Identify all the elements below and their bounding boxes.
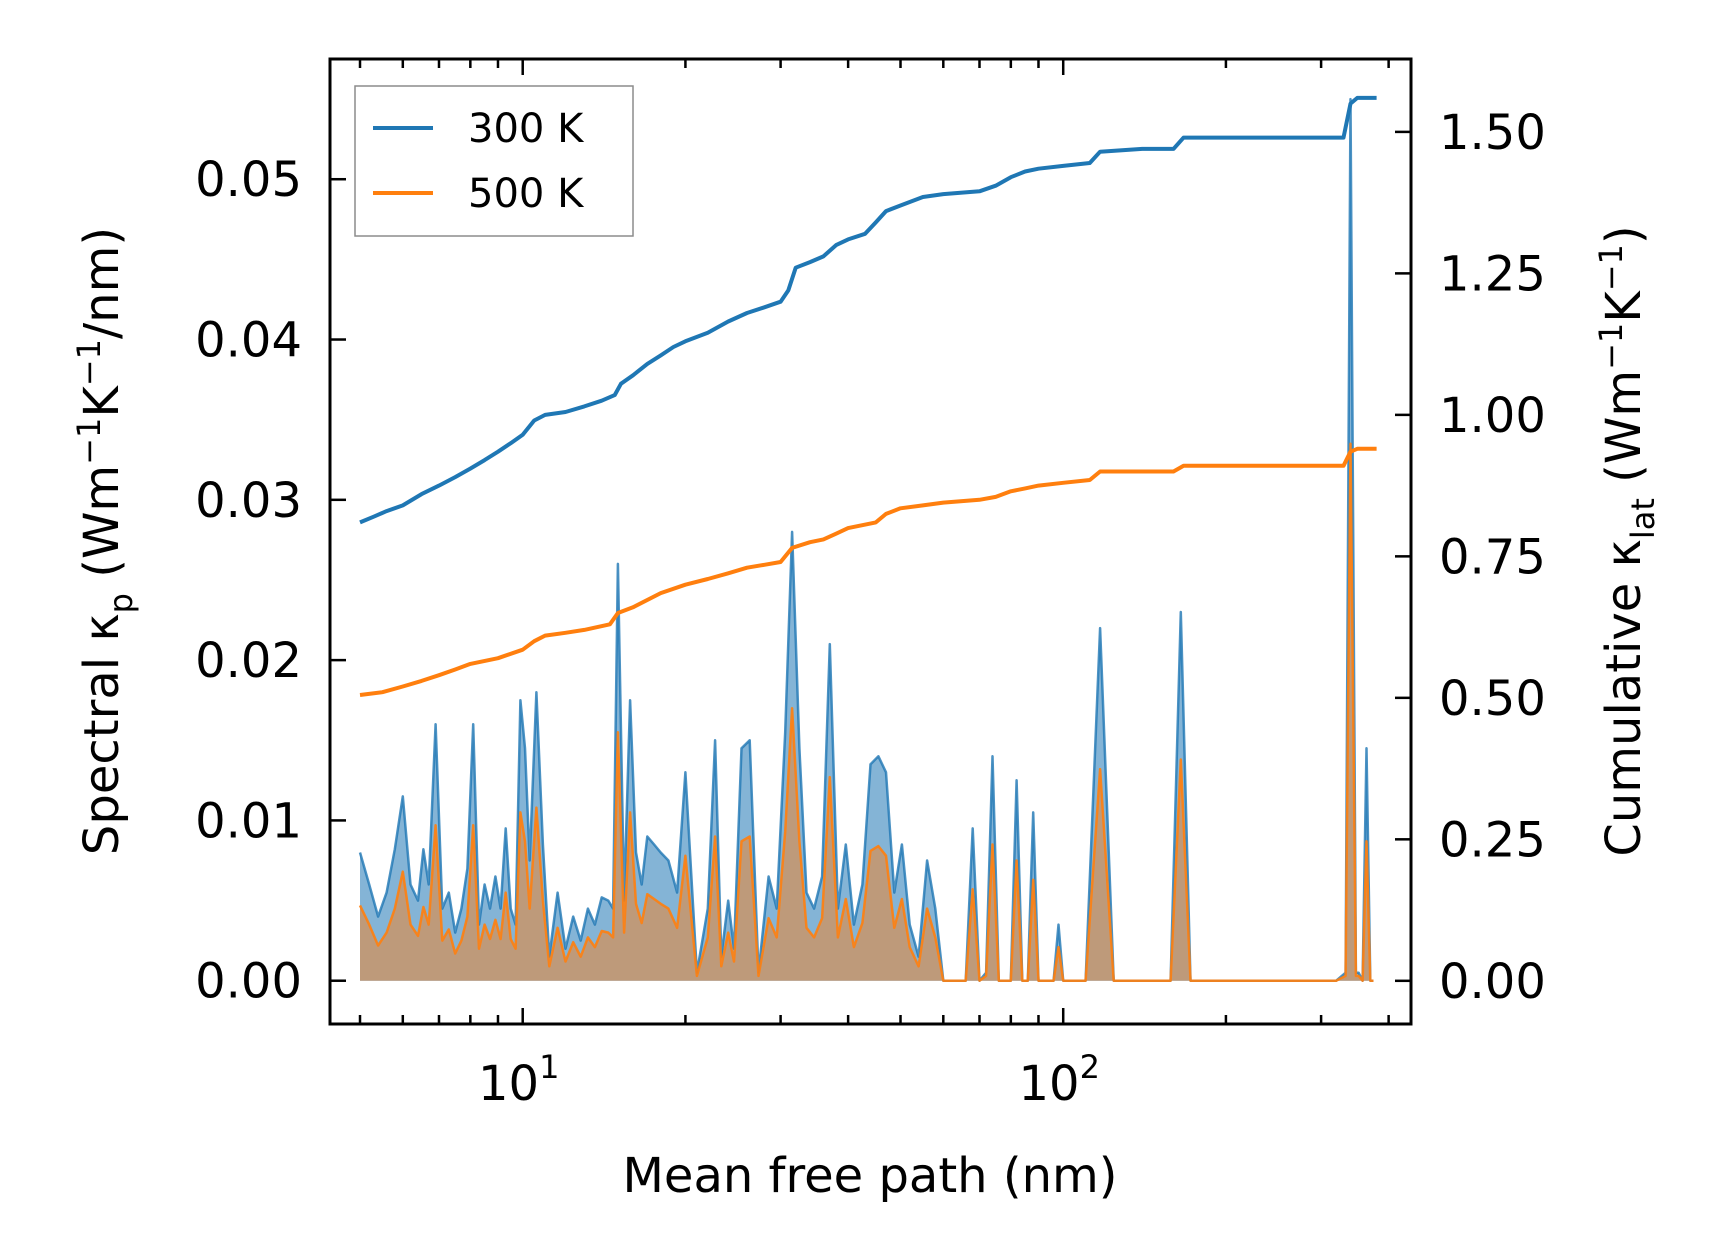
y-right-tick-label: 1.00 [1439, 388, 1546, 444]
y-left-tick-label: 0.05 [195, 152, 302, 208]
x-tick-label: 101 [478, 1048, 559, 1112]
y-right-tick-label: 0.00 [1439, 954, 1546, 1010]
x-tick-label: 102 [1018, 1048, 1099, 1112]
y-right-tick-label: 1.50 [1439, 105, 1546, 161]
spectral-layer [358, 97, 1374, 982]
legend-label-500K: 500 K [468, 171, 585, 217]
y-right-tick-label: 0.25 [1439, 812, 1546, 868]
y-left-tick-label: 0.01 [195, 793, 302, 849]
y-right-axis-label: Cumulative κlat (Wm−1K−1) [1592, 225, 1662, 856]
y-left-tick-label: 0.04 [195, 313, 302, 369]
y-left-tick-label: 0.03 [195, 473, 302, 529]
y-right-tick-label: 0.50 [1439, 671, 1546, 727]
plot-frame [328, 57, 1413, 1026]
x-tick-label-exponent: 1 [539, 1048, 559, 1086]
cumulative-line-500K [359, 446, 1377, 697]
x-tick-labels: 101 102 [478, 1048, 1100, 1112]
y-right-tick-labels: 0.00 0.25 0.50 0.75 1.00 1.25 1.50 [1439, 105, 1546, 1010]
x-axis-label: Mean free path (nm) [623, 1148, 1118, 1204]
tick-layer [330, 59, 1411, 1024]
spectral-line-300K [358, 97, 1374, 982]
spectral-line-500K [358, 442, 1374, 982]
y-left-axis-label: Spectral κp (Wm−1K−1/nm) [70, 227, 140, 855]
x-tick-label-base: 10 [1018, 1056, 1079, 1112]
x-tick-label-base: 10 [478, 1056, 539, 1112]
y-left-tick-label: 0.02 [195, 633, 302, 689]
legend-box [354, 85, 634, 237]
legend: 300 K 500 K [354, 85, 634, 237]
x-tick-label-exponent: 2 [1080, 1048, 1100, 1086]
legend-label-300K: 300 K [468, 106, 585, 152]
cumulative-line-300K [359, 95, 1377, 525]
cumulative-layer [359, 95, 1377, 697]
y-right-tick-label: 0.75 [1439, 529, 1546, 585]
y-left-tick-labels: 0.00 0.01 0.02 0.03 0.04 0.05 [195, 152, 302, 1009]
y-left-tick-label: 0.00 [195, 954, 302, 1010]
y-right-tick-label: 1.25 [1439, 246, 1546, 302]
